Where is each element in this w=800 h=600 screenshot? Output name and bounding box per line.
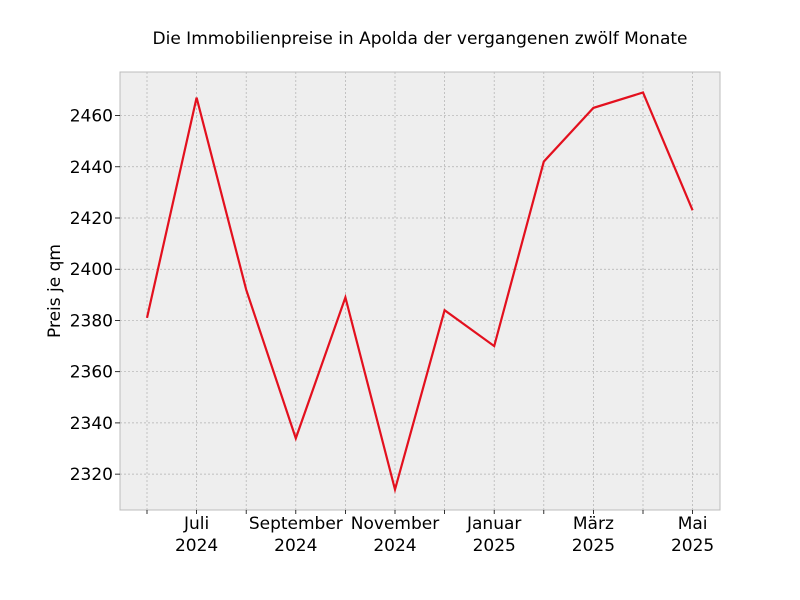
x-tick-label: Juli 2024 [175, 514, 218, 556]
y-tick-label: 2400 [70, 260, 113, 280]
grid-lines [120, 72, 720, 510]
y-tick-label: 2440 [70, 158, 113, 178]
plot-area [120, 72, 720, 510]
x-tick-label: Mai 2025 [671, 514, 714, 556]
chart-title: Die Immobilienpreise in Apolda der verga… [153, 29, 688, 49]
x-tick-label: Januar 2025 [466, 514, 521, 556]
series-line [145, 91, 694, 494]
plot-border [119, 71, 721, 511]
y-tick-label: 2340 [70, 414, 113, 434]
plot-frame [119, 71, 721, 511]
y-tick-label: 2320 [70, 465, 113, 485]
y-axis: 2320 2340 2360 2380 2400 2420 2440 2460 [70, 107, 120, 485]
y-tick-label: 2380 [70, 311, 113, 331]
y-tick-label: 2420 [70, 209, 113, 229]
x-tick-label: März 2025 [572, 514, 615, 556]
y-tick-label: 2360 [70, 363, 113, 383]
y-axis-label: Preis je qm [45, 244, 65, 338]
y-tick-label: 2460 [70, 107, 113, 127]
series-group [145, 91, 694, 494]
x-tick-label: November 2024 [351, 514, 439, 556]
x-tick-label: September 2024 [249, 514, 343, 556]
